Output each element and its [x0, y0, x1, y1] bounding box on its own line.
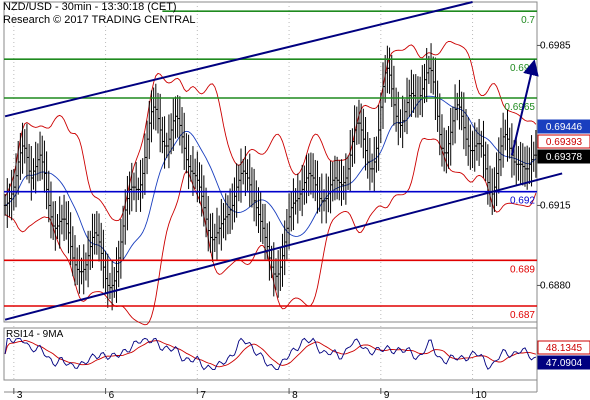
y-tick-label: 0.6880	[540, 280, 571, 291]
level-label: 0.687	[510, 310, 535, 321]
rsi-last-value-label: 48.1345	[546, 343, 583, 354]
level-label: 0.6965	[504, 102, 535, 113]
rsi-last-value-box	[537, 340, 590, 355]
forecast-arrow	[510, 59, 539, 156]
level-label: 0.692	[510, 196, 535, 207]
moving-average-line	[4, 95, 537, 265]
rsi-ma-line	[4, 339, 537, 368]
x-tick-label: 10	[476, 390, 488, 400]
x-tick-label: 8	[292, 390, 298, 400]
rsi-line	[4, 337, 537, 371]
chart-copyright: Research © 2017 TRADING CENTRAL	[3, 14, 196, 26]
x-tick-label: 6	[109, 390, 115, 400]
x-tick-label: 9	[384, 390, 390, 400]
rsi-last-value-box	[537, 355, 590, 370]
channel-upper-line	[4, 1, 473, 118]
level-label: 0.698	[510, 63, 535, 74]
last-value-box-bollinger	[537, 134, 590, 149]
last-value-box-price	[537, 149, 590, 164]
bollinger-lower-band	[4, 137, 537, 326]
rsi-title: RSI14 - 9MA	[6, 329, 64, 340]
bollinger-upper-band	[4, 40, 537, 222]
last-value-label: 0.69378	[546, 152, 583, 163]
last-value-label: 0.69393	[546, 137, 583, 148]
level-label: 0.689	[510, 264, 535, 275]
x-tick-label: 7	[200, 390, 206, 400]
y-tick-label: 0.6985	[540, 40, 571, 51]
last-value-label: 0.69446	[546, 122, 583, 133]
channel-lower-line	[4, 172, 563, 321]
level-label: 0.7	[521, 15, 535, 26]
rsi-last-value-label: 47.0904	[546, 358, 583, 369]
rsi-pane-frame	[3, 327, 538, 381]
chart-instrument-title: NZD/USD - 30min - 13:30:18 (CET)	[3, 1, 177, 13]
x-tick-label: 3	[17, 390, 23, 400]
y-tick-label: 0.6915	[540, 200, 571, 211]
last-value-box-moving-average	[537, 119, 590, 134]
